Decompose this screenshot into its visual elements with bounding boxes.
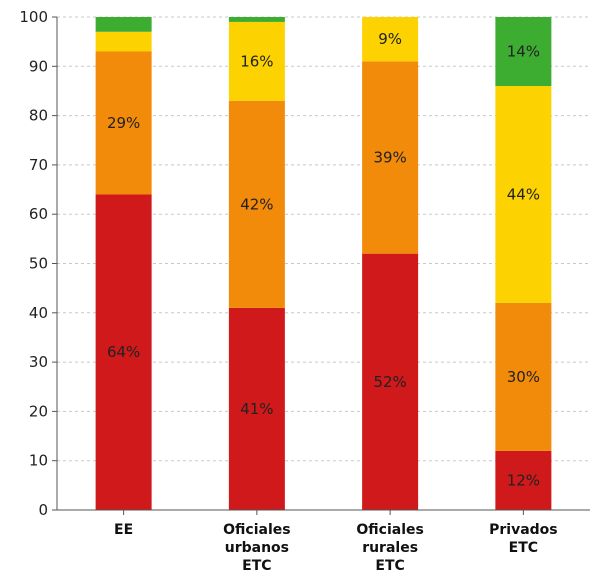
y-tick-label: 10 xyxy=(29,452,48,470)
y-axis-ticks: 0 10 20 30 40 50 60 70 80 90 100 xyxy=(19,8,57,519)
x-category-label: rurales xyxy=(362,540,418,556)
x-category-label: urbanos xyxy=(225,540,289,556)
data-label: 42% xyxy=(240,195,273,213)
data-label: 16% xyxy=(240,52,273,70)
y-tick-label: 80 xyxy=(29,107,48,125)
data-label: 30% xyxy=(507,368,540,386)
data-label: 12% xyxy=(507,471,540,489)
y-tick-label: 50 xyxy=(29,255,48,273)
data-label: 41% xyxy=(240,400,273,418)
bar-segment xyxy=(95,194,152,511)
y-tick-label: 70 xyxy=(29,156,48,174)
bar-segment xyxy=(362,17,419,62)
bar-segment xyxy=(495,450,552,510)
bar-segment xyxy=(228,100,285,308)
bar-segment xyxy=(495,86,552,303)
bar-segment xyxy=(362,61,419,254)
bar-segment xyxy=(495,302,552,451)
y-tick-label: 90 xyxy=(29,57,48,75)
data-label: 39% xyxy=(373,149,406,167)
x-category-label: Privados xyxy=(489,522,558,538)
data-labels: 64% 29% 41% 42% 16% 52% 39% 9% 12% 30% 44% 14% xyxy=(107,30,540,489)
bar-segment xyxy=(228,17,285,22)
y-tick-label: 0 xyxy=(38,501,48,519)
x-category-label: ETC xyxy=(509,540,538,556)
y-tick-label: 20 xyxy=(29,402,48,420)
x-axis-categories: EE Oficiales urbanos ETC Oficiales rurales ETC… xyxy=(114,510,558,574)
y-tick-label: 60 xyxy=(29,205,48,223)
data-label: 64% xyxy=(107,343,140,361)
axes xyxy=(56,17,590,511)
bars xyxy=(95,17,552,511)
data-label: 52% xyxy=(373,373,406,391)
bar-segment xyxy=(362,253,419,510)
x-category-label: ETC xyxy=(375,558,404,574)
y-tick-label: 40 xyxy=(29,304,48,322)
x-category-label: Oficiales xyxy=(356,522,423,538)
bar-segment xyxy=(495,17,552,87)
x-category-label: ETC xyxy=(242,558,271,574)
data-label: 29% xyxy=(107,114,140,132)
y-tick-label: 30 xyxy=(29,353,48,371)
bar-segment xyxy=(95,17,152,32)
data-label: 9% xyxy=(378,30,402,48)
data-label: 44% xyxy=(507,185,540,203)
bar-segment xyxy=(95,31,152,52)
data-label: 14% xyxy=(507,43,540,61)
bar-segment xyxy=(95,51,152,195)
bar-segment xyxy=(228,21,285,101)
x-category-label: Oficiales xyxy=(223,522,290,538)
x-category-label: EE xyxy=(114,522,133,538)
y-tick-label: 100 xyxy=(19,8,48,26)
bar-segment xyxy=(228,307,285,510)
